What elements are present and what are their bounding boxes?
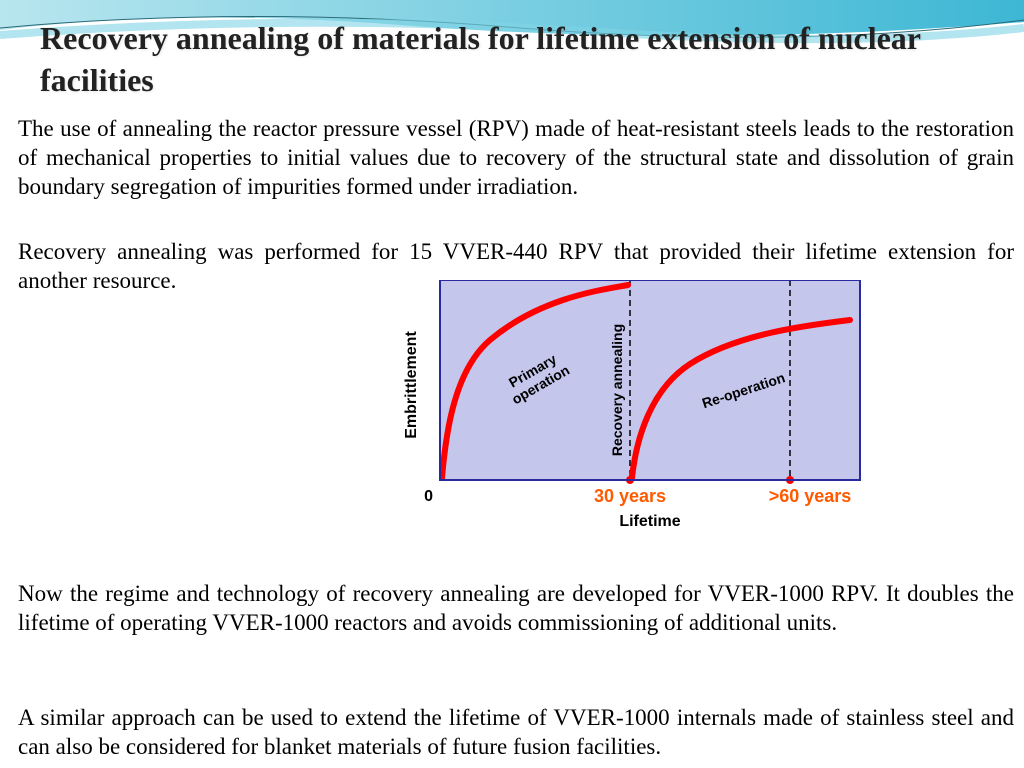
chart-svg: Primary operation Re-operation Recovery … [400, 280, 870, 560]
plot-background [440, 280, 860, 480]
tick-30y: 30 years [594, 486, 666, 506]
paragraph-1: The use of annealing the reactor pressur… [18, 115, 1014, 201]
slide-title: Recovery annealing of materials for life… [40, 18, 984, 101]
x-axis-label: Lifetime [619, 513, 680, 530]
paragraph-4: A similar approach can be used to extend… [18, 704, 1014, 762]
zero-label: 0 [424, 488, 433, 505]
y-axis-label: Embrittlement [403, 331, 420, 439]
embrittlement-chart: Primary operation Re-operation Recovery … [400, 280, 870, 560]
label-annealing: Recovery annealing [609, 324, 625, 456]
paragraph-3: Now the regime and technology of recover… [18, 580, 1014, 638]
tick-60y: >60 years [769, 486, 852, 506]
